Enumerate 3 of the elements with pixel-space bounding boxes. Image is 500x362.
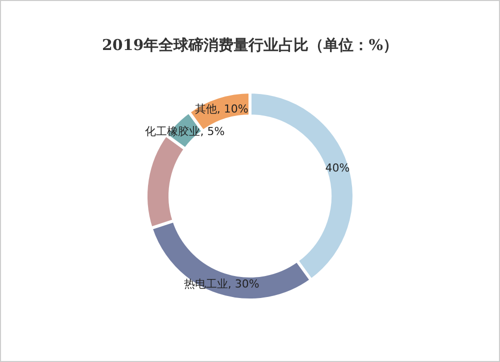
- data-label: 40%: [325, 162, 350, 175]
- chart-title: 2019年全球碲消费量行业占比（单位：%）: [102, 36, 398, 54]
- slice-label: 其他, 10%: [194, 102, 248, 116]
